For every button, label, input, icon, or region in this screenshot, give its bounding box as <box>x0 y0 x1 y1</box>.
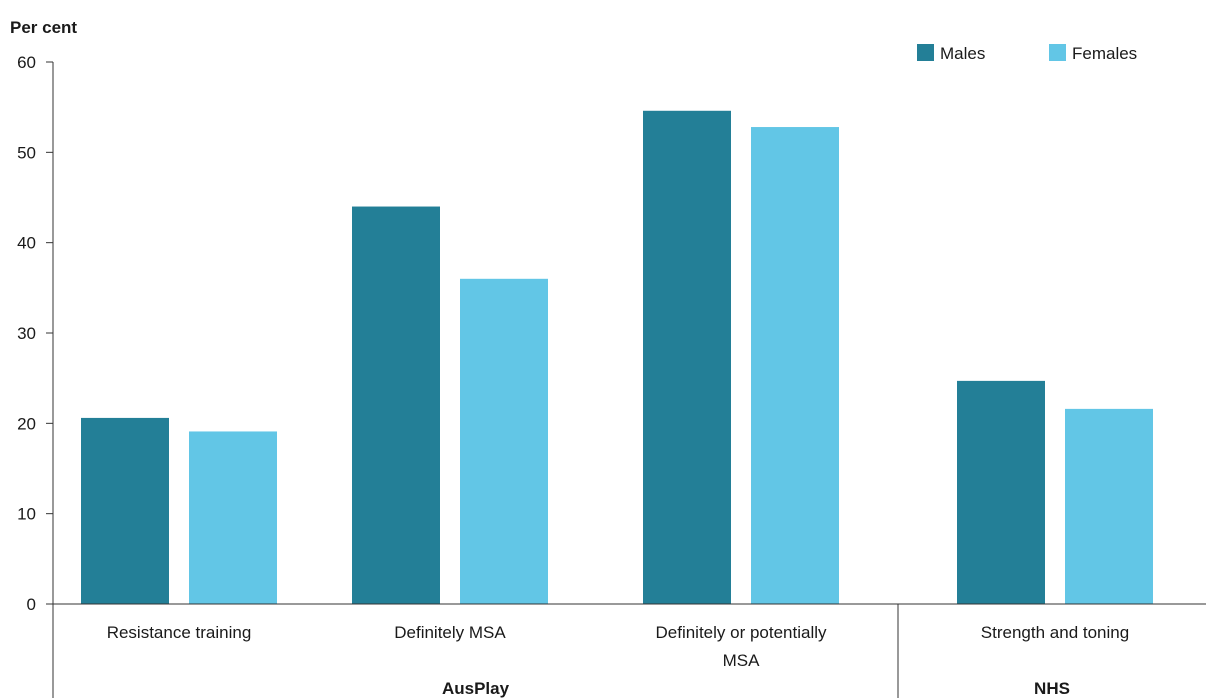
x-category-label: Definitely or potentially <box>655 623 827 642</box>
legend: Males Females <box>917 44 1137 63</box>
x-category-label: MSA <box>723 651 761 670</box>
legend-swatch-males <box>917 44 934 61</box>
y-tick-label: 40 <box>17 234 36 253</box>
bar-males-resistance-training <box>81 417 169 604</box>
x-category-label: Definitely MSA <box>394 623 506 642</box>
legend-label-females: Females <box>1072 44 1137 63</box>
bar-females-definitely-msa <box>460 278 548 604</box>
y-tick-label: 50 <box>17 143 36 162</box>
bar-females-resistance-training <box>189 431 277 604</box>
legend-swatch-females <box>1049 44 1066 61</box>
y-tick-label: 20 <box>17 414 36 433</box>
x-category-label: Strength and toning <box>981 623 1129 642</box>
x-category-label: Resistance training <box>107 623 252 642</box>
y-tick-label: 0 <box>27 595 36 614</box>
x-axis: Resistance training Definitely MSA Definit… <box>52 603 1206 698</box>
legend-label-males: Males <box>940 44 985 63</box>
bar-females-definitely-or-potentially-msa <box>751 127 839 604</box>
bar-males-strength-and-toning <box>957 380 1045 604</box>
y-axis: 0 10 20 30 40 50 60 <box>17 53 54 614</box>
y-axis-label: Per cent <box>10 18 77 37</box>
bar-females-strength-and-toning <box>1065 408 1153 604</box>
group-label-ausplay: AusPlay <box>442 679 510 698</box>
y-tick-label: 60 <box>17 53 36 72</box>
y-tick-label: 10 <box>17 505 36 524</box>
bars <box>81 110 1153 605</box>
bar-males-definitely-msa <box>352 206 440 605</box>
y-tick-label: 30 <box>17 324 36 343</box>
bar-males-definitely-or-potentially-msa <box>643 110 731 604</box>
group-label-nhs: NHS <box>1034 679 1070 698</box>
